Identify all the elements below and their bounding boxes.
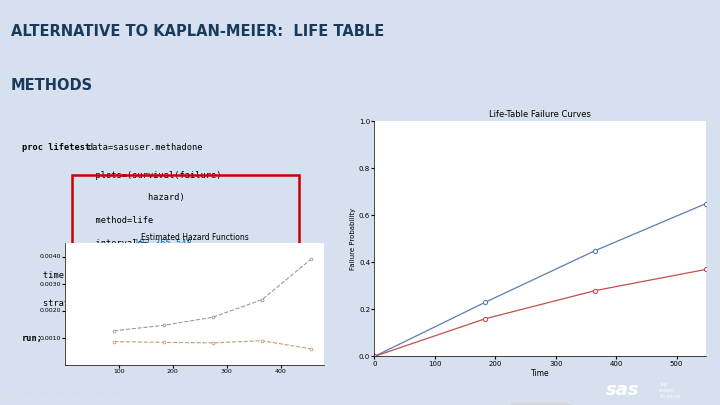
X-axis label: Time: Time <box>531 369 549 378</box>
Title: Estimated Hazard Functions: Estimated Hazard Functions <box>140 233 248 242</box>
Text: data=sasuser.methadone: data=sasuser.methadone <box>87 143 202 152</box>
Text: time time*status(0);: time time*status(0); <box>22 271 148 280</box>
Text: hazard): hazard) <box>22 193 184 202</box>
Text: ALTERNATIVE TO KAPLAN-MEIER:  LIFE TABLE: ALTERNATIVE TO KAPLAN-MEIER: LIFE TABLE <box>11 24 384 39</box>
Text: method=life: method=life <box>22 216 153 225</box>
Text: ;: ; <box>185 239 191 247</box>
Title: Life-Table Failure Curves: Life-Table Failure Curves <box>489 110 591 119</box>
Y-axis label: Failure Probability: Failure Probability <box>350 208 356 270</box>
Text: proc lifetest: proc lifetest <box>22 143 95 152</box>
Text: intervals=: intervals= <box>22 239 148 247</box>
Text: run;: run; <box>22 334 42 343</box>
Legend: 1, 2: 1, 2 <box>510 404 570 405</box>
Text: METHODS: METHODS <box>11 77 93 93</box>
Text: strata clinic / test=(all) nodetail;: strata clinic / test=(all) nodetail; <box>22 299 232 308</box>
Text: POWER: POWER <box>659 389 675 393</box>
Text: 183 365 548: 183 365 548 <box>134 239 192 247</box>
Text: sas: sas <box>606 381 639 399</box>
Text: THE: THE <box>659 383 667 387</box>
Text: plots=(survival(failure): plots=(survival(failure) <box>22 171 221 180</box>
Text: TO KNOW.: TO KNOW. <box>659 395 681 399</box>
Text: Copyright © 2013, SAS Institute Inc. All rights reserved.: Copyright © 2013, SAS Institute Inc. All… <box>7 392 145 397</box>
